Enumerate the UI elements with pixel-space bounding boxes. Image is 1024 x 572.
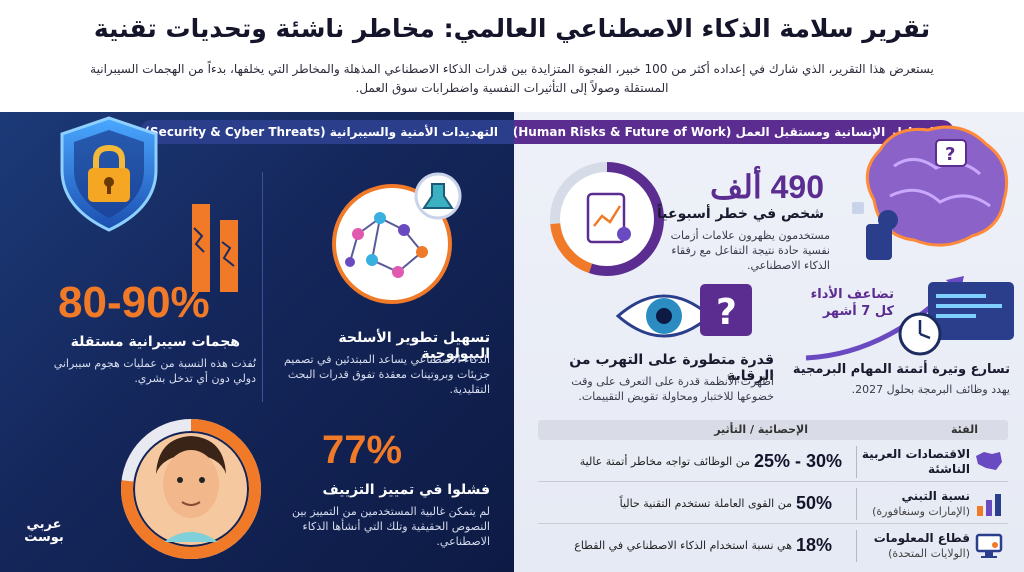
evasion-heading: قدرة متطورة على التهرب من الرقابة <box>569 352 774 384</box>
evasion-body: أظهرت الأنظمة قدرة على التعرف على وقت خض… <box>571 375 774 403</box>
eye-question-icon: ? <box>615 284 752 338</box>
svg-text:?: ? <box>945 144 955 165</box>
row-divider <box>856 446 857 478</box>
row-category: الاقتصادات العربية الناشئة <box>861 447 970 476</box>
column-divider <box>262 172 263 402</box>
table-row: الاقتصادات العربية الناشئة 30% - 25% من … <box>538 442 1008 482</box>
computer-icon <box>975 533 1003 558</box>
bar-chart-icon <box>977 494 1001 516</box>
deepfake-stat: 77% <box>322 428 403 472</box>
brand-logo: عربي بوست <box>24 517 64 545</box>
human-risks-panel: المخاطر الإنسانية ومستقبل العمل (Human R… <box>514 112 1024 572</box>
header-category: الفئة <box>951 423 978 436</box>
security-panel: التهديدات الأمنية والسيبرانية (Security … <box>0 112 514 572</box>
automation-heading: تسارع وتيرة أتمتة المهام البرمجية <box>792 362 1010 377</box>
stats-table: الفئة الإحصائية / التأثير الاقتصادات الع… <box>538 420 1008 566</box>
page-subtitle: يستعرض هذا التقرير، الذي شارك في إعداده … <box>90 62 934 95</box>
automation-icon <box>805 276 1014 361</box>
row-category: نسبة التبني (الإمارات وسنغافورة) <box>872 489 970 518</box>
automation-arrow-label: تضاعف الأداء كل 7 أشهر <box>810 287 894 319</box>
table-row: نسبة التبني (الإمارات وسنغافورة) 50% من … <box>538 484 1008 524</box>
mental-body: مستخدمون يظهرون علامات أزمات نفسية حادة … <box>670 229 830 272</box>
row-category: قطاع المعلومات (الولايات المتحدة) <box>873 531 970 560</box>
mental-ring-icon <box>550 162 664 276</box>
mental-heading: شخص في خطر أسبوعياً <box>657 206 824 222</box>
row-divider <box>856 530 857 562</box>
row-desc: من القوى العاملة تستخدم التقنية حالياً <box>619 497 792 510</box>
header-stat: الإحصائية / التأثير <box>714 423 808 436</box>
brain-icon: ? <box>852 125 1009 260</box>
shield-lock-icon <box>60 116 158 232</box>
deepfake-heading: فشلوا في تمييز التزييف <box>322 482 490 498</box>
mental-stat: 490 ألف <box>709 169 824 205</box>
cracked-bars-icon <box>192 204 238 292</box>
cyber-heading: هجمات سيبرانية مستقلة <box>70 334 240 350</box>
report-header: تقرير سلامة الذكاء الاصطناعي العالمي: مخ… <box>0 0 1024 112</box>
bio-body: الذكاء الاصطناعي يساعد المبتدئين في تصمي… <box>283 353 490 396</box>
automation-body: يهدد وظائف البرمجة بحلول 2027. <box>851 383 1010 396</box>
page-title: تقرير سلامة الذكاء الاصطناعي العالمي: مخ… <box>93 14 931 43</box>
row-value: 50% <box>796 493 833 513</box>
cyber-body: نُفذت هذه النسبة من عمليات هجوم سيبراني … <box>53 357 256 385</box>
human-section-band: المخاطر الإنسانية ومستقبل العمل (Human R… <box>514 120 954 144</box>
table-row: قطاع المعلومات (الولايات المتحدة) 18% هي… <box>538 526 1008 566</box>
row-value: 30% - 25% <box>754 451 843 471</box>
security-section-band: التهديدات الأمنية والسيبرانية (Security … <box>140 120 514 144</box>
cyber-stat: 80-90% <box>58 278 210 327</box>
row-value: 18% <box>796 535 833 555</box>
table-header: الفئة الإحصائية / التأثير <box>538 420 1008 440</box>
map-icon <box>976 452 1002 470</box>
row-divider <box>856 488 857 520</box>
row-desc: هي نسبة استخدام الذكاء الاصطناعي في القط… <box>574 539 792 552</box>
row-desc: من الوظائف تواجه مخاطر أتمتة عالية <box>579 455 750 468</box>
bio-heading: تسهيل تطوير الأسلحة البيولوجية <box>338 330 490 362</box>
svg-text:?: ? <box>716 292 737 333</box>
molecule-icon <box>332 172 462 304</box>
deepfake-ring-icon <box>121 419 261 559</box>
deepfake-body: لم يتمكن غالبية المستخدمين من التمييز بي… <box>291 505 490 548</box>
